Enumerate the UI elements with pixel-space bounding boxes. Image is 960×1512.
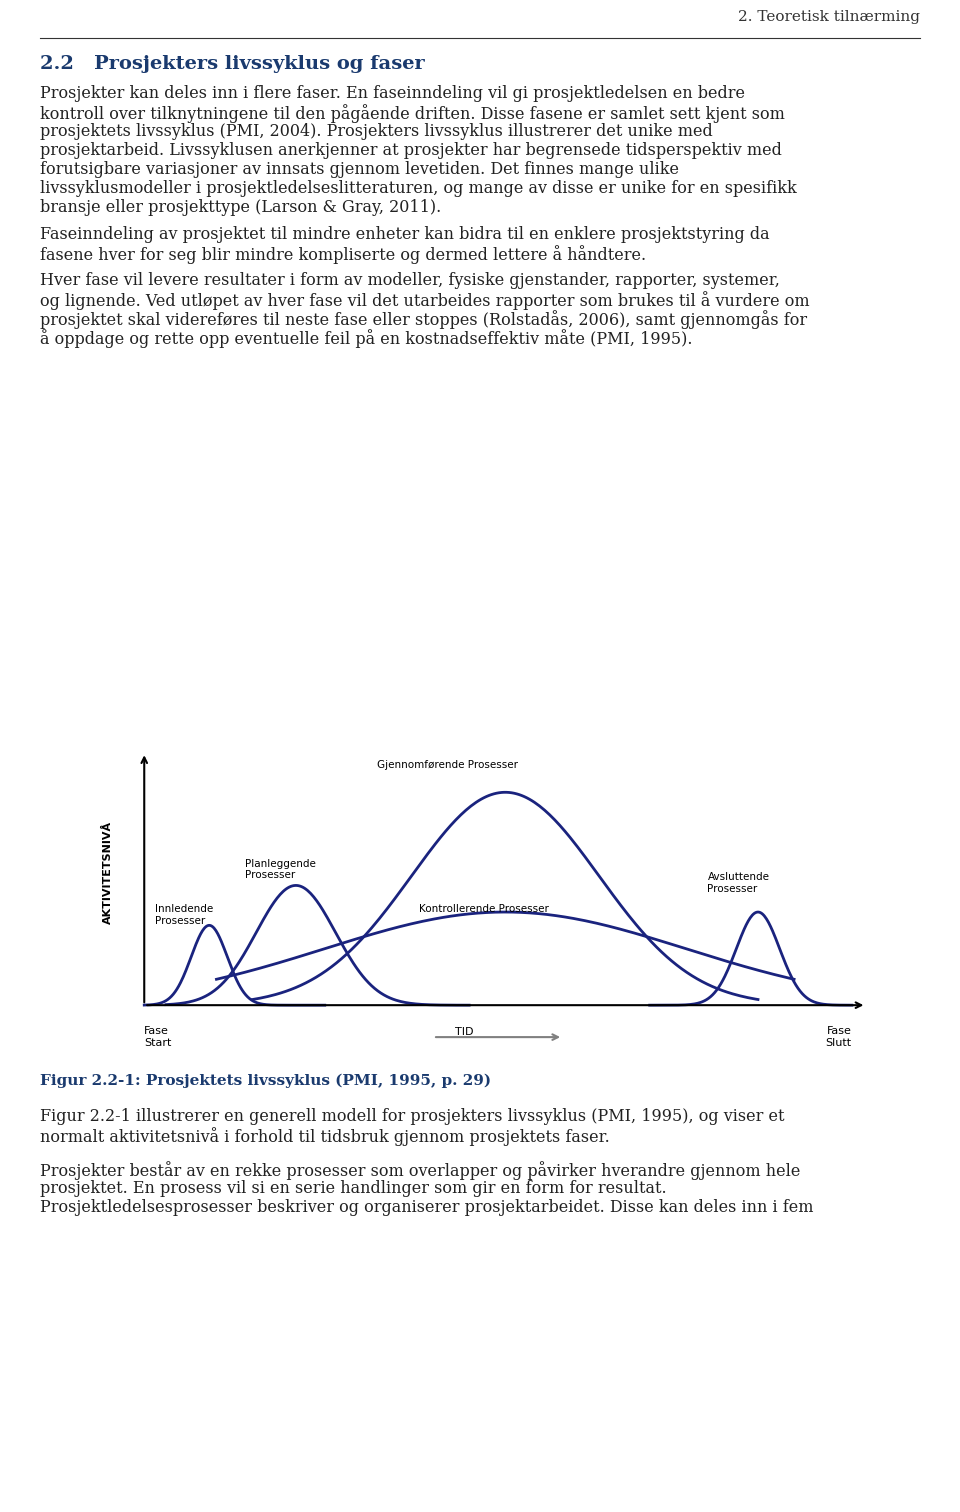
Text: 2.2   Prosjekters livssyklus og faser: 2.2 Prosjekters livssyklus og faser — [40, 54, 424, 73]
Text: forutsigbare variasjoner av innsats gjennom levetiden. Det finnes mange ulike: forutsigbare variasjoner av innsats gjen… — [40, 160, 679, 178]
Text: prosjektet. En prosess vil si en serie handlinger som gir en form for resultat.: prosjektet. En prosess vil si en serie h… — [40, 1181, 666, 1198]
Text: Gjennomførende Prosesser: Gjennomførende Prosesser — [377, 761, 518, 770]
Text: Figur 2.2-1: Prosjektets livssyklus (PMI, 1995, p. 29): Figur 2.2-1: Prosjektets livssyklus (PMI… — [40, 1074, 492, 1087]
Text: prosjektets livssyklus (PMI, 2004). Prosjekters livssyklus illustrerer det unike: prosjektets livssyklus (PMI, 2004). Pros… — [40, 122, 712, 141]
Text: prosjektarbeid. Livssyklusen anerkjenner at prosjekter har begrensede tidsperspe: prosjektarbeid. Livssyklusen anerkjenner… — [40, 142, 781, 159]
Text: Planleggende
Prosesser: Planleggende Prosesser — [246, 859, 316, 880]
Text: kontroll over tilknytningene til den pågående driften. Disse fasene er samlet se: kontroll over tilknytningene til den påg… — [40, 104, 785, 122]
Text: prosjektet skal videreføres til neste fase eller stoppes (Rolstadås, 2006), samt: prosjektet skal videreføres til neste fa… — [40, 310, 807, 330]
Text: bransje eller prosjekttype (Larson & Gray, 2011).: bransje eller prosjekttype (Larson & Gra… — [40, 200, 442, 216]
Text: Kontrollerende Prosesser: Kontrollerende Prosesser — [419, 904, 548, 915]
Text: normalt aktivitetsnivå i forhold til tidsbruk gjennom prosjektets faser.: normalt aktivitetsnivå i forhold til tid… — [40, 1128, 610, 1146]
Text: Hver fase vil levere resultater i form av modeller, fysiske gjenstander, rapport: Hver fase vil levere resultater i form a… — [40, 272, 780, 289]
Text: Prosjektledelsesprosesser beskriver og organiserer prosjektarbeidet. Disse kan d: Prosjektledelsesprosesser beskriver og o… — [40, 1199, 813, 1216]
Text: fasene hver for seg blir mindre kompliserte og dermed lettere å håndtere.: fasene hver for seg blir mindre komplise… — [40, 245, 646, 265]
Text: Prosjekter kan deles inn i flere faser. En faseinndeling vil gi prosjektledelsen: Prosjekter kan deles inn i flere faser. … — [40, 85, 745, 101]
Text: Fase
Slutt: Fase Slutt — [826, 1027, 852, 1048]
Text: livssyklusmodeller i prosjektledelseslitteraturen, og mange av disse er unike fo: livssyklusmodeller i prosjektledelseslit… — [40, 180, 797, 197]
Text: Innledende
Prosesser: Innledende Prosesser — [156, 904, 213, 925]
Text: AKTIVITETSNIVÅ: AKTIVITETSNIVÅ — [103, 821, 113, 924]
Text: å oppdage og rette opp eventuelle feil på en kostnadseffektiv måte (PMI, 1995).: å oppdage og rette opp eventuelle feil p… — [40, 330, 692, 348]
Text: Prosjekter består av en rekke prosesser som overlapper og påvirker hverandre gje: Prosjekter består av en rekke prosesser … — [40, 1161, 801, 1181]
Text: Avsluttende
Prosesser: Avsluttende Prosesser — [708, 872, 770, 894]
Text: Figur 2.2-1 illustrerer en generell modell for prosjekters livssyklus (PMI, 1995: Figur 2.2-1 illustrerer en generell mode… — [40, 1108, 784, 1125]
Text: Faseinndeling av prosjektet til mindre enheter kan bidra til en enklere prosjekt: Faseinndeling av prosjektet til mindre e… — [40, 225, 770, 243]
Text: Fase
Start: Fase Start — [144, 1027, 172, 1048]
Text: og lignende. Ved utløpet av hver fase vil det utarbeides rapporter som brukes ti: og lignende. Ved utløpet av hver fase vi… — [40, 290, 809, 310]
Text: TID: TID — [455, 1027, 473, 1037]
Text: 2. Teoretisk tilnærming: 2. Teoretisk tilnærming — [738, 11, 920, 24]
